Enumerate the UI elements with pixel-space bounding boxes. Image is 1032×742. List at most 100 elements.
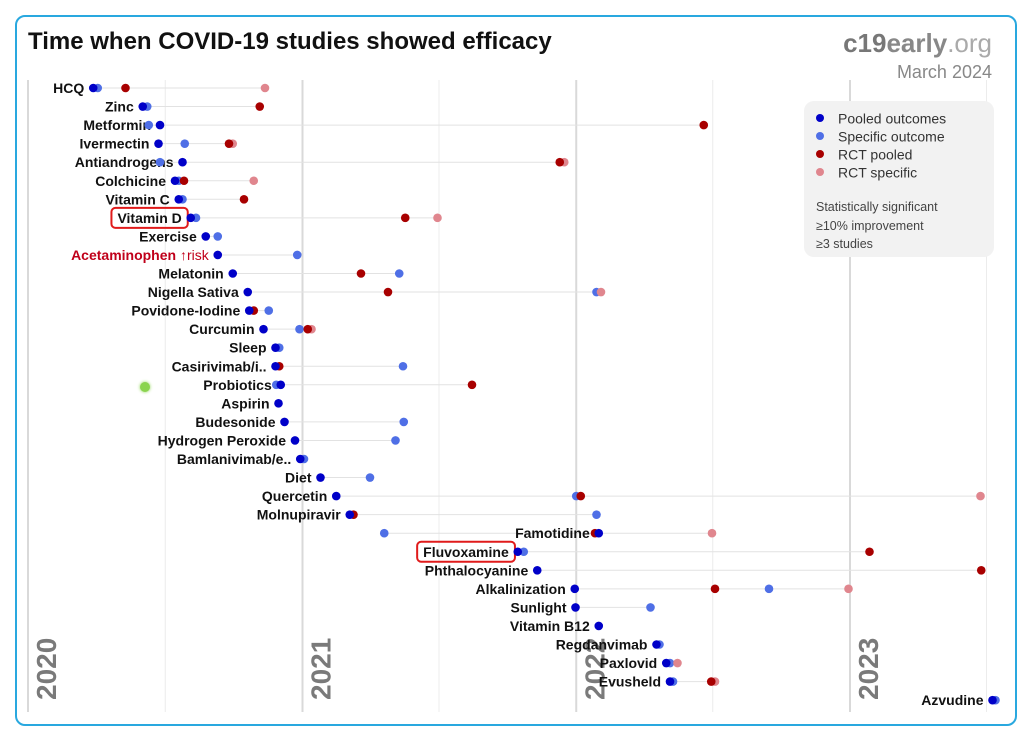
pooled-outcome-point (259, 324, 268, 334)
treatment-label: Ivermectin (79, 136, 149, 152)
treatment-label: Curcumin (189, 321, 254, 337)
pooled-outcome-point (532, 566, 542, 575)
treatment-label: Azvudine (921, 692, 983, 708)
pooled-outcome-point (665, 677, 675, 686)
specific-outcome-point (155, 157, 165, 167)
treatment-label: Famotidine (515, 525, 590, 541)
treatment-label: Metformin (83, 117, 151, 133)
year-label: 2022 (579, 638, 610, 700)
rct-pooled-point (865, 547, 874, 557)
rct-pooled-point (121, 83, 130, 93)
year-label: 2020 (31, 638, 62, 700)
legend-item-pooled: Pooled outcomes (816, 109, 946, 127)
specific-outcome-point (398, 361, 408, 371)
pooled-outcome-point (244, 306, 254, 315)
pooled-outcome-point (213, 250, 223, 260)
specific-outcome-point (292, 250, 302, 260)
specific-outcome-point (394, 269, 404, 278)
specific-outcome-point (764, 584, 774, 594)
specific-outcome-point (379, 528, 389, 538)
pooled-outcome-point (276, 380, 286, 390)
pooled-outcome-point (594, 621, 604, 631)
pooled-outcome-point (174, 195, 184, 204)
treatment-name: Acetaminophen (71, 247, 180, 263)
treatment-label: Budesonide (195, 414, 275, 430)
pooled-outcome-point (154, 139, 163, 148)
rct-pooled-point (239, 195, 249, 204)
legend-dot-specific (816, 132, 824, 141)
treatment-label: Vitamin D (117, 210, 181, 226)
treatment-label: Zinc (105, 99, 134, 115)
pooled-outcome-point (652, 640, 661, 649)
treatment-label: Sunlight (511, 599, 567, 615)
legend-dot-rct-specific (816, 168, 824, 177)
pooled-outcome-point (594, 528, 604, 538)
brand-suffix: .org (947, 28, 992, 58)
treatment-label: Antiandrogens (75, 154, 174, 170)
rct-pooled-point (976, 566, 986, 575)
treatment-label: Diet (285, 470, 312, 486)
pooled-outcome-point (228, 269, 238, 278)
treatment-label: Colchicine (95, 173, 166, 189)
specific-outcome-point (295, 324, 304, 334)
pooled-outcome-point (138, 102, 148, 111)
specific-outcome-point (365, 473, 375, 482)
chart-title: Time when COVID-19 studies showed effica… (28, 28, 552, 55)
pooled-outcome-point (345, 510, 355, 519)
rct-pooled-point (255, 102, 265, 111)
rct-pooled-point (224, 139, 234, 148)
treatment-label: Acetaminophen ↑risk (71, 247, 210, 263)
pooled-outcome-point (243, 287, 253, 297)
brand-accent: early (886, 28, 948, 58)
pooled-outcome-point (571, 603, 580, 612)
rct-specific-point (707, 528, 717, 538)
pooled-outcome-point (570, 584, 580, 594)
legend-dot-rct-pooled (816, 150, 824, 159)
treatment-label: Casirivimab/i.. (172, 358, 267, 374)
treatment-label: Povidone-Iodine (131, 303, 240, 319)
treatment-label: Phthalocyanine (425, 562, 529, 578)
legend-note: ≥10% improvement (816, 219, 924, 233)
specific-outcome-point (144, 120, 154, 130)
treatment-label: Nigella Sativa (148, 284, 239, 300)
treatment-label: HCQ (53, 80, 84, 96)
rct-pooled-point (303, 324, 313, 334)
chart-date: March 2024 (896, 62, 992, 82)
treatment-label: Melatonin (158, 266, 223, 282)
specific-outcome-point (646, 603, 655, 612)
risk-suffix: ↑risk (180, 247, 210, 263)
rct-specific-point (976, 491, 985, 501)
rct-pooled-point (179, 176, 189, 186)
rct-pooled-point (400, 213, 410, 223)
legend-item-rct-specific: RCT specific (816, 163, 917, 181)
pooled-outcome-point (178, 157, 187, 167)
specific-outcome-point (180, 139, 190, 148)
pooled-outcome-point (316, 473, 325, 482)
treatment-label: Bamlanivimab/e.. (177, 451, 291, 467)
rct-pooled-point (383, 287, 393, 297)
pooled-outcome-point (170, 176, 180, 186)
legend-label: RCT pooled (838, 146, 913, 163)
pooled-outcome-point (280, 417, 289, 427)
brand-logo[interactable]: c19early.org (843, 28, 992, 59)
specific-outcome-point (391, 436, 400, 445)
pooled-outcome-point (513, 547, 523, 557)
treatment-label: Quercetin (262, 488, 327, 504)
brand-main: c19 (843, 28, 887, 58)
treatment-label: Molnupiravir (257, 507, 342, 523)
treatment-label: Sleep (229, 340, 266, 356)
legend-note: ≥3 studies (816, 237, 873, 251)
treatment-label: Exercise (139, 228, 197, 244)
pooled-outcome-point (271, 361, 280, 371)
treatment-label: Hydrogen Peroxide (158, 432, 287, 448)
treatment-label: Evusheld (599, 674, 661, 690)
specific-outcome-point (213, 232, 223, 241)
pooled-outcome-point (155, 120, 165, 130)
legend-note: Statistically significant (816, 200, 938, 214)
treatment-label: Vitamin B12 (510, 618, 590, 634)
rct-pooled-point (576, 491, 586, 501)
treatment-label: Regdanvimab (556, 637, 648, 653)
rct-specific-point (260, 83, 270, 93)
rct-specific-point (596, 287, 606, 297)
